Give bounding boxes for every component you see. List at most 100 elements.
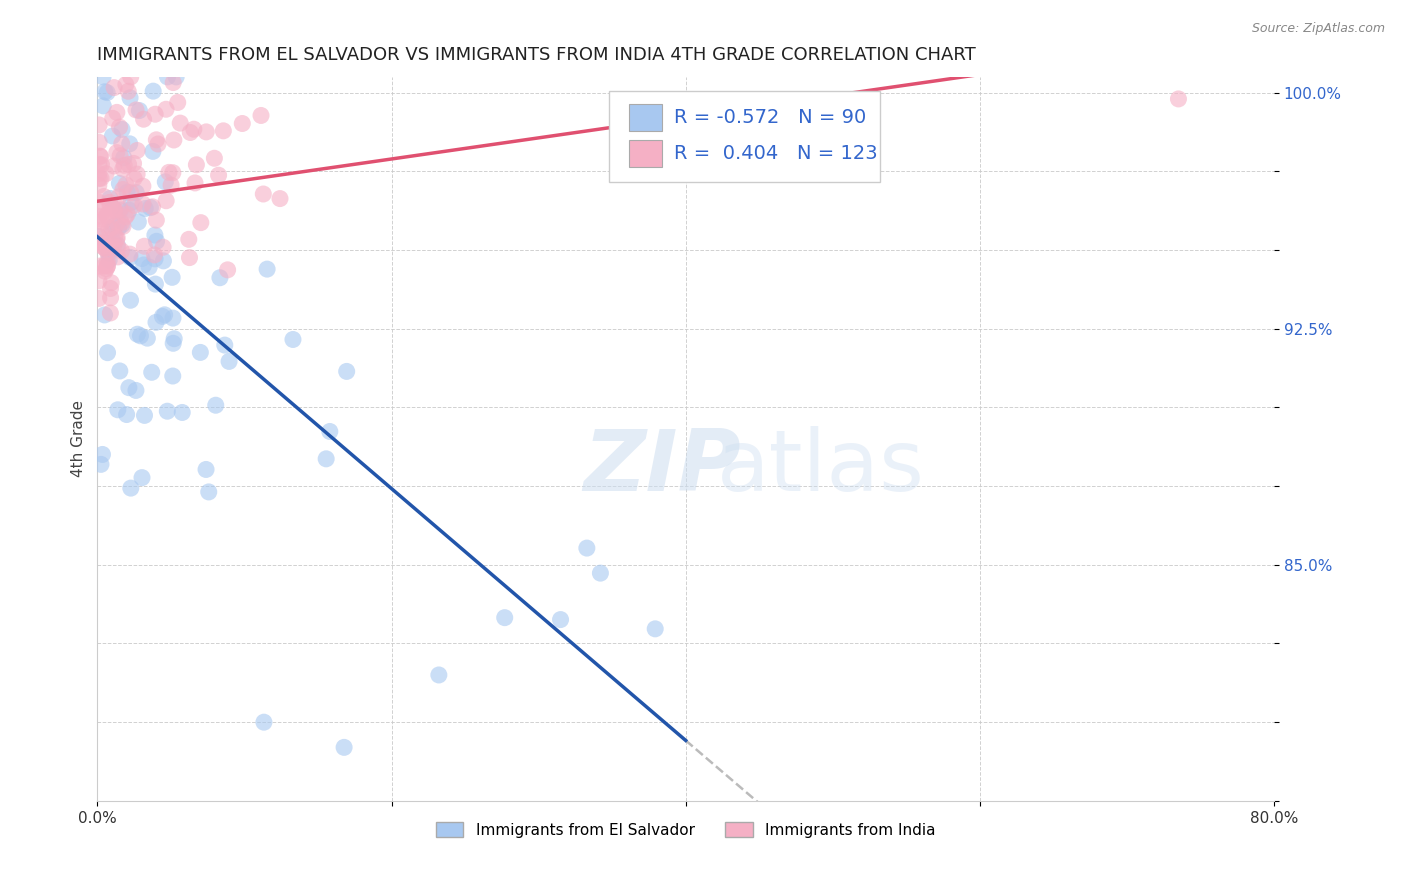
Point xyxy=(139,201,162,215)
Point xyxy=(111,182,134,196)
Point xyxy=(153,308,176,322)
Point xyxy=(90,171,112,186)
Point xyxy=(122,156,145,170)
Point xyxy=(87,292,110,306)
Point xyxy=(100,306,122,320)
Point xyxy=(105,237,128,252)
Point xyxy=(120,195,142,210)
Point xyxy=(90,150,112,164)
Point xyxy=(250,108,273,122)
Point xyxy=(110,216,132,230)
Point xyxy=(112,151,135,165)
Point xyxy=(172,405,194,419)
Point xyxy=(87,178,110,193)
Point xyxy=(156,404,179,418)
Point xyxy=(162,336,184,351)
Point xyxy=(163,133,186,147)
Point xyxy=(145,277,167,292)
Point xyxy=(333,740,356,755)
Point xyxy=(96,244,118,259)
Point xyxy=(89,118,111,132)
Point xyxy=(179,251,201,265)
Point xyxy=(162,76,184,90)
Point xyxy=(152,253,174,268)
Point xyxy=(118,381,141,395)
Text: atlas: atlas xyxy=(717,426,925,509)
Point xyxy=(87,201,110,215)
Point xyxy=(131,470,153,484)
Point xyxy=(124,198,146,212)
Point xyxy=(107,220,129,235)
Point xyxy=(134,239,156,253)
Point xyxy=(104,204,127,219)
Point xyxy=(108,189,131,203)
Point xyxy=(143,252,166,266)
Point xyxy=(108,148,131,162)
Point xyxy=(128,103,150,118)
Point xyxy=(179,126,201,140)
Point xyxy=(160,178,183,193)
Point xyxy=(145,213,167,227)
Point xyxy=(115,178,138,192)
Point xyxy=(97,222,120,236)
Point xyxy=(160,270,183,285)
Point xyxy=(319,425,342,439)
Point xyxy=(162,166,184,180)
Point xyxy=(87,195,110,210)
Point xyxy=(103,80,125,95)
Point xyxy=(195,462,218,476)
Text: Source: ZipAtlas.com: Source: ZipAtlas.com xyxy=(1251,22,1385,36)
Point xyxy=(162,311,184,326)
Point xyxy=(90,212,112,227)
Point xyxy=(115,78,138,92)
Point xyxy=(105,145,128,160)
Point xyxy=(100,276,122,290)
Point xyxy=(218,354,240,368)
Point xyxy=(105,105,128,120)
FancyBboxPatch shape xyxy=(630,140,662,168)
Point xyxy=(188,345,211,359)
Point xyxy=(163,332,186,346)
Point xyxy=(166,95,188,110)
Point xyxy=(96,239,118,253)
Point xyxy=(87,166,110,180)
Point xyxy=(103,202,125,217)
Point xyxy=(204,398,226,412)
Point xyxy=(132,112,155,127)
Point xyxy=(145,234,167,248)
Point xyxy=(118,203,141,218)
Point xyxy=(114,210,136,224)
Point xyxy=(1167,92,1189,106)
Point xyxy=(136,331,159,345)
Point xyxy=(93,308,115,322)
Point xyxy=(152,240,174,254)
Point xyxy=(94,241,117,255)
Point xyxy=(94,167,117,181)
FancyBboxPatch shape xyxy=(630,103,662,131)
Point xyxy=(94,264,117,278)
Point xyxy=(195,125,218,139)
Point xyxy=(208,270,231,285)
Point xyxy=(269,192,291,206)
Point xyxy=(111,161,134,176)
Point xyxy=(105,231,128,245)
Point xyxy=(122,171,145,186)
Point xyxy=(125,384,148,398)
Point xyxy=(142,200,165,214)
Point xyxy=(120,481,142,495)
Point xyxy=(118,247,141,261)
Point xyxy=(91,214,114,228)
Point xyxy=(589,566,612,581)
Point xyxy=(120,186,142,200)
Point xyxy=(115,207,138,221)
Point xyxy=(103,235,125,250)
Text: R = -0.572   N = 90: R = -0.572 N = 90 xyxy=(673,108,866,127)
Point xyxy=(190,216,212,230)
Point xyxy=(152,310,174,324)
Point xyxy=(134,202,156,216)
Point xyxy=(103,219,125,233)
Point xyxy=(87,274,110,288)
Point xyxy=(91,99,114,113)
Point xyxy=(93,259,115,273)
Point xyxy=(281,333,304,347)
